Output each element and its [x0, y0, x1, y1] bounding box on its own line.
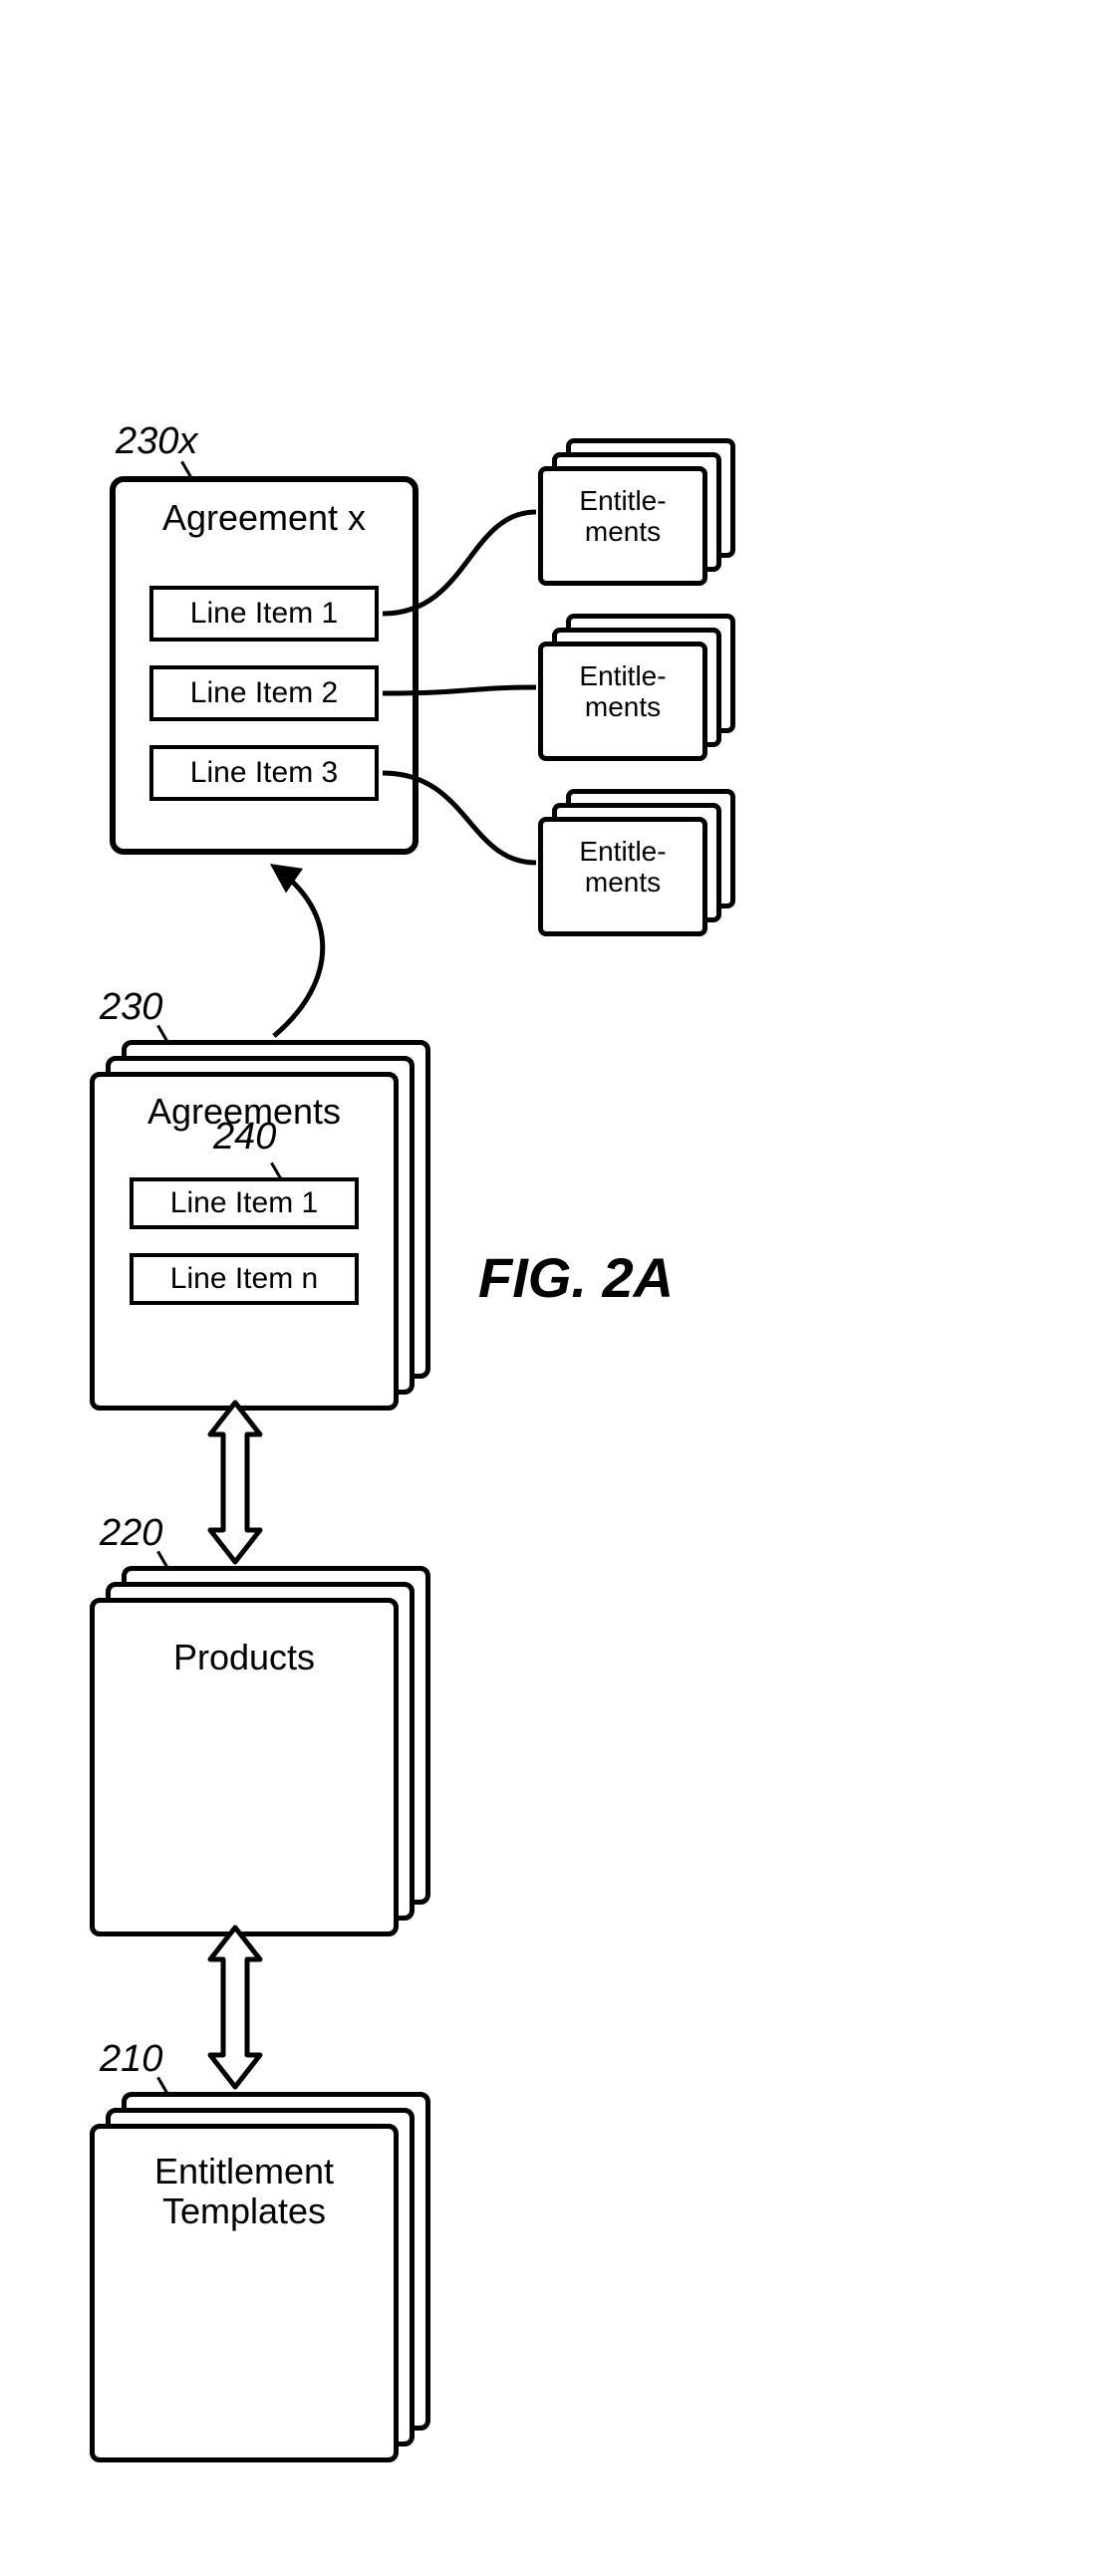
diagram-canvas: EntitlementTemplates 210 Products 220 Ag…	[0, 0, 1118, 2576]
figure-caption: FIG. 2A	[478, 1245, 674, 1310]
